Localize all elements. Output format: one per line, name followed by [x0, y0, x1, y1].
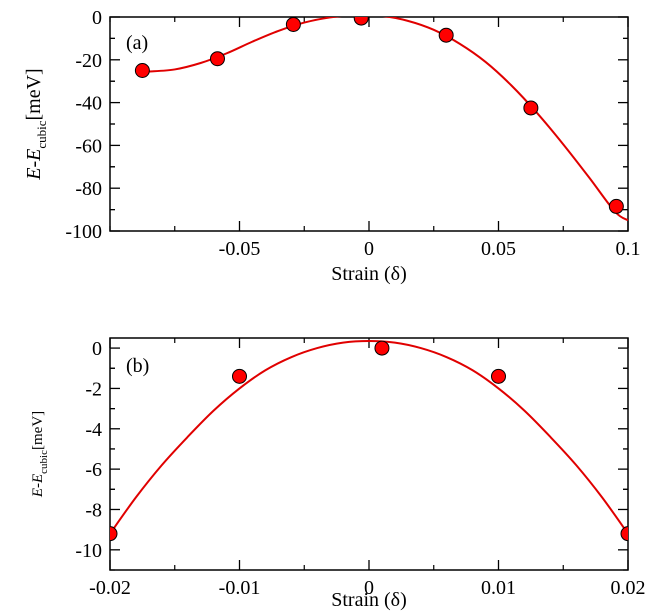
y-tick-label: -40: [75, 93, 102, 115]
x-tick-label: 0: [364, 577, 374, 599]
y-tick-label: -100: [65, 221, 102, 243]
y-tick-label: -10: [75, 540, 102, 562]
y-tick-label: -80: [75, 178, 102, 200]
data-point: [523, 100, 539, 116]
data-point: [232, 368, 247, 384]
data-point: [110, 526, 118, 542]
data-point: [134, 63, 150, 78]
y-tick-label: 0: [92, 7, 102, 29]
y-axis-label: E-Ecubic[meV]: [23, 68, 49, 180]
y-tick-label: -20: [75, 50, 102, 72]
tick-marks: [109, 338, 629, 571]
x-axis-label: Strain (δ): [331, 589, 407, 611]
data-point: [285, 17, 301, 32]
x-tick-label: -0.05: [219, 238, 261, 260]
data-point: [491, 368, 506, 384]
plot-frame: [109, 337, 629, 571]
data-points: [134, 17, 624, 214]
data-point: [608, 198, 624, 214]
y-tick-label: -4: [85, 419, 102, 441]
y-tick-label: -2: [85, 378, 102, 400]
plot-frame: [109, 16, 629, 232]
panel-label: (a): [126, 32, 148, 54]
x-tick-label: 0: [364, 238, 374, 260]
x-axis-label: Strain (δ): [331, 263, 407, 285]
x-tick-label: 0.05: [481, 238, 516, 260]
x-tick-label: 0.02: [611, 577, 646, 599]
x-tick-label: -0.02: [89, 577, 131, 599]
x-tick-label: -0.01: [219, 577, 261, 599]
tick-labels: -0.05 0 0.05 0.1 -100 -80 -60 -40 -20 0: [65, 7, 640, 260]
data-point: [438, 27, 454, 43]
y-axis-label: E-Ecubic[meV]: [30, 411, 50, 498]
panel-b: -0.02 -0.01 0 0.01 0.02 -10 -8 -6 -4 -2 0 (b) Stra…: [30, 337, 646, 611]
data-point: [620, 526, 628, 542]
fit-curve: [148, 17, 628, 222]
fit-curve: [110, 340, 628, 535]
x-tick-label: 0.1: [616, 238, 641, 260]
y-tick-label: -6: [85, 459, 102, 481]
y-tick-label: -8: [85, 499, 102, 521]
y-tick-label: -60: [75, 135, 102, 157]
x-tick-label: 0.01: [481, 577, 516, 599]
tick-labels: -0.02 -0.01 0 0.01 0.02 -10 -8 -6 -4 -2 0: [75, 338, 645, 599]
tick-marks: [109, 16, 629, 232]
data-point: [374, 340, 390, 356]
panel-label: (b): [126, 355, 149, 377]
y-tick-label: 0: [92, 338, 102, 360]
panel-a: -0.05 0 0.05 0.1 -100 -80 -60 -40 -20 0 (a) Strai…: [23, 7, 641, 285]
data-point: [209, 51, 225, 67]
data-points: [110, 340, 628, 542]
data-point: [353, 17, 369, 26]
